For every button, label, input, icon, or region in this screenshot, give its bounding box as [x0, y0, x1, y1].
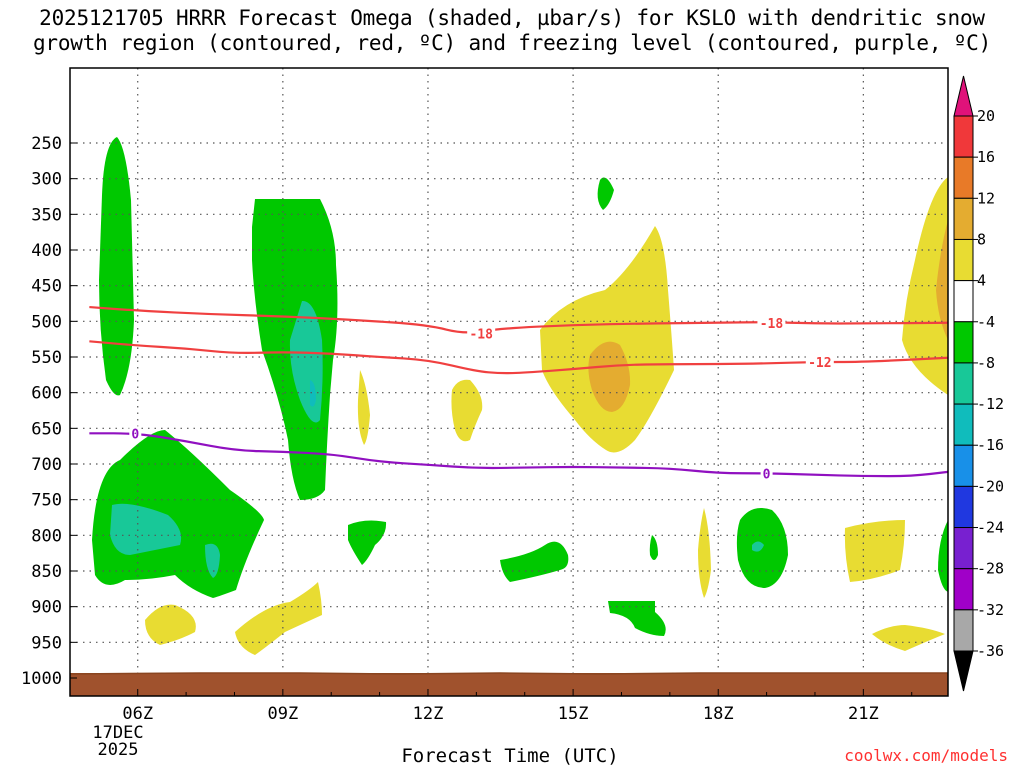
- y-tick-label: 900: [31, 598, 62, 618]
- y-tick-label: 300: [31, 170, 62, 190]
- y-tick-label: 850: [31, 562, 62, 582]
- omega-fill-ascent-06z-upper: [99, 137, 134, 396]
- colorbar-swatch: [953, 115, 974, 158]
- chart-title-line1: 2025121705 HRRR Forecast Omega (shaded, …: [39, 6, 985, 30]
- date-label-year: 2025: [98, 740, 139, 760]
- omega-fill-small-15z: [500, 541, 569, 582]
- colorbar-swatch: [953, 197, 974, 240]
- y-tick-label: 950: [31, 633, 62, 653]
- omega-fill-ascent-22z-low: [938, 520, 948, 592]
- omega-fill-descent-22z: [902, 177, 948, 395]
- contour-label: 0: [131, 427, 139, 442]
- contour-freezing_level_0: [89, 432, 948, 478]
- colorbar-swatch: [953, 321, 974, 364]
- colorbar-label: 12: [977, 189, 995, 207]
- colorbar-label: -12: [977, 395, 1004, 413]
- omega-fill-descent-small-18z: [698, 508, 711, 598]
- y-tick-label: 750: [31, 491, 62, 511]
- colorbar-swatch: [953, 238, 974, 282]
- ground-surface-edge: [70, 672, 948, 675]
- colorbar-label: -16: [977, 436, 1004, 454]
- y-tick-label: 650: [31, 419, 62, 439]
- ground-surface: [70, 673, 948, 696]
- contour-label-bg: [760, 466, 773, 481]
- omega-fill-descent-07z-low: [145, 604, 196, 645]
- colorbar-label: 20: [977, 107, 995, 125]
- omega-fill-descent-core-22z: [936, 220, 948, 340]
- colorbar-swatch: [953, 485, 974, 529]
- x-axis-label: Forecast Time (UTC): [401, 745, 619, 767]
- colorbar-label: -24: [977, 519, 1004, 537]
- y-tick-label: 350: [31, 205, 62, 225]
- contour-dgz_-12: [89, 340, 948, 375]
- y-tick-label: 500: [31, 312, 62, 332]
- omega-fill-descent-small-11z: [357, 370, 370, 445]
- contour-label: -12: [808, 356, 831, 371]
- contour-dgz_-18: [89, 305, 948, 334]
- contour-label-bg: [757, 315, 786, 330]
- omega-fill-core-06z-low: [110, 503, 182, 555]
- colorbar-swatch: [953, 527, 974, 570]
- colorbar-swatch: [953, 156, 974, 199]
- colorbar-label: -4: [977, 313, 995, 331]
- omega-fill-core2-06z-low: [205, 543, 220, 578]
- colorbar-label: 4: [977, 272, 986, 290]
- colorbar-top-arrow: [953, 75, 974, 117]
- contour-label-bg: [805, 354, 834, 369]
- x-tick-label: 15Z: [558, 704, 589, 724]
- colorbar-swatch: [953, 444, 974, 487]
- colorbar-label: -8: [977, 354, 995, 372]
- watermark-link[interactable]: coolwx.com/models: [844, 746, 1008, 765]
- colorbar-label: 8: [977, 230, 986, 248]
- omega-fill-small-16z-upper: [597, 177, 614, 210]
- colorbar-label: -20: [977, 477, 1004, 495]
- omega-fill-ascent-06z-low: [92, 430, 264, 598]
- y-tick-label: 400: [31, 241, 62, 261]
- colorbar-label: -36: [977, 642, 1004, 660]
- omega-fill-descent-21z-low: [872, 625, 945, 651]
- date-label-day: 17DEC: [92, 723, 143, 743]
- x-tick-label: 21Z: [848, 704, 879, 724]
- y-tick-label: 600: [31, 384, 62, 404]
- colorbar-swatch: [953, 280, 974, 323]
- chart-title-line2: growth region (contoured, red, ºC) and f…: [32, 31, 992, 55]
- y-tick-label: 800: [31, 526, 62, 546]
- y-tick-label: 250: [31, 134, 62, 154]
- omega-fill-small-17z: [649, 535, 658, 560]
- x-tick-label: 12Z: [413, 704, 444, 724]
- omega-fill-descent-core-16z: [588, 341, 631, 412]
- contour-label: -18: [469, 327, 493, 342]
- omega-fill-small-11z: [348, 520, 387, 565]
- colorbar: 20 16 12 8 4 -4 -8 -12 -16 -20 -24 -28 -32 -36: [953, 75, 1004, 692]
- omega-fill-descent-small-13z: [451, 379, 483, 442]
- x-tick-label: 18Z: [703, 704, 734, 724]
- contour-label: -18: [760, 317, 784, 332]
- y-tick-label: 1000: [21, 669, 62, 689]
- x-tick-label: 09Z: [267, 704, 298, 724]
- colorbar-swatch: [953, 362, 974, 405]
- contour-label-bg: [129, 426, 142, 441]
- omega-fill-small-17z-low: [608, 601, 666, 636]
- y-tick-label: 700: [31, 455, 62, 475]
- contour-label: 0: [763, 467, 771, 482]
- x-tick-label: 06Z: [122, 704, 153, 724]
- colorbar-bottom-arrow: [953, 650, 974, 692]
- y-tick-label: 450: [31, 277, 62, 297]
- contour-label-bg: [467, 326, 496, 341]
- colorbar-swatch: [953, 609, 974, 652]
- colorbar-swatch: [953, 568, 974, 611]
- omega-fill-core2-09z: [310, 380, 316, 407]
- colorbar-label: 16: [977, 148, 995, 166]
- omega-fill-core-19z: [752, 541, 764, 552]
- omega-fill-descent-09z-low: [235, 582, 322, 655]
- omega-fill-descent-21z-mid: [844, 520, 905, 582]
- omega-fill-descent-15z-16z: [540, 226, 674, 453]
- colorbar-label: -32: [977, 601, 1004, 619]
- colorbar-label: -28: [977, 560, 1004, 578]
- plot-frame: [69, 67, 949, 697]
- y-tick-label: 550: [31, 348, 62, 368]
- colorbar-swatch: [953, 403, 974, 446]
